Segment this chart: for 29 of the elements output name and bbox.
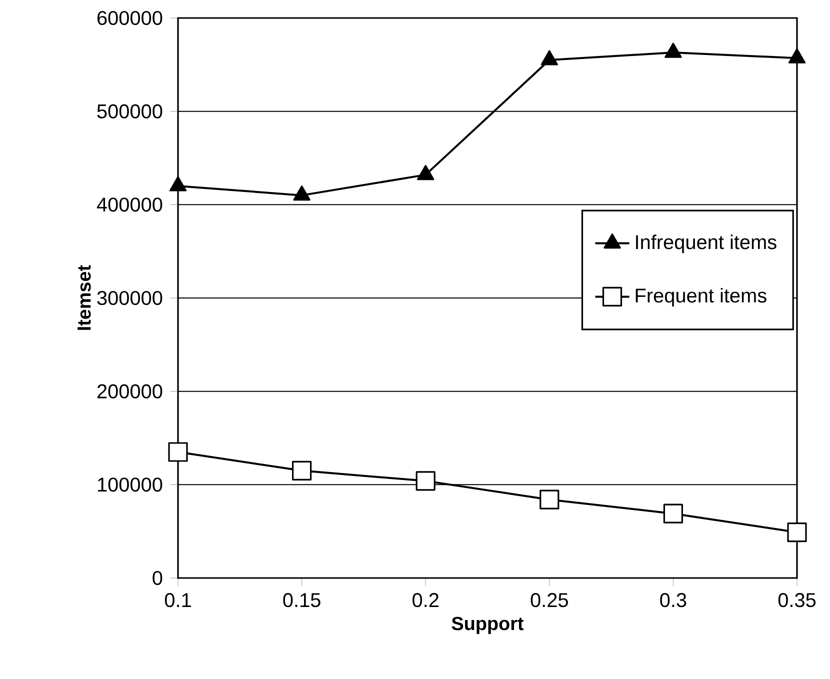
y-tick-label: 500000 — [97, 104, 162, 118]
point — [664, 42, 682, 58]
point — [293, 186, 310, 201]
point — [292, 460, 312, 480]
y-tick-label: 300000 — [97, 290, 162, 306]
x-tick-label: 0.2 — [412, 593, 438, 608]
legend-label: Infrequent items — [636, 234, 776, 254]
legend-label: Frequent items — [636, 288, 766, 307]
point — [169, 176, 187, 192]
point — [788, 48, 806, 64]
point — [416, 471, 436, 491]
point — [540, 50, 558, 66]
y-tick-label: 200000 — [97, 384, 162, 398]
x-tick-label: 0.3 — [660, 593, 686, 608]
x-tick-label: 0.15 — [283, 593, 320, 608]
y-tick-label: 100000 — [98, 478, 162, 492]
point — [540, 490, 560, 510]
x-tick-label: 0.1 — [164, 593, 191, 608]
y-tick-label: 600000 — [97, 10, 162, 26]
x-tick-label: 0.35 — [778, 593, 816, 608]
point — [417, 164, 434, 180]
x-axis-title: Support — [452, 616, 524, 634]
point — [663, 504, 684, 524]
y-tick-label: 400000 — [96, 198, 162, 212]
x-tick-label: 0.25 — [530, 593, 568, 608]
y-tick-label: 0 — [152, 570, 162, 586]
point — [787, 522, 807, 542]
y-axis-title: Itemset — [78, 265, 91, 330]
point — [168, 442, 188, 462]
